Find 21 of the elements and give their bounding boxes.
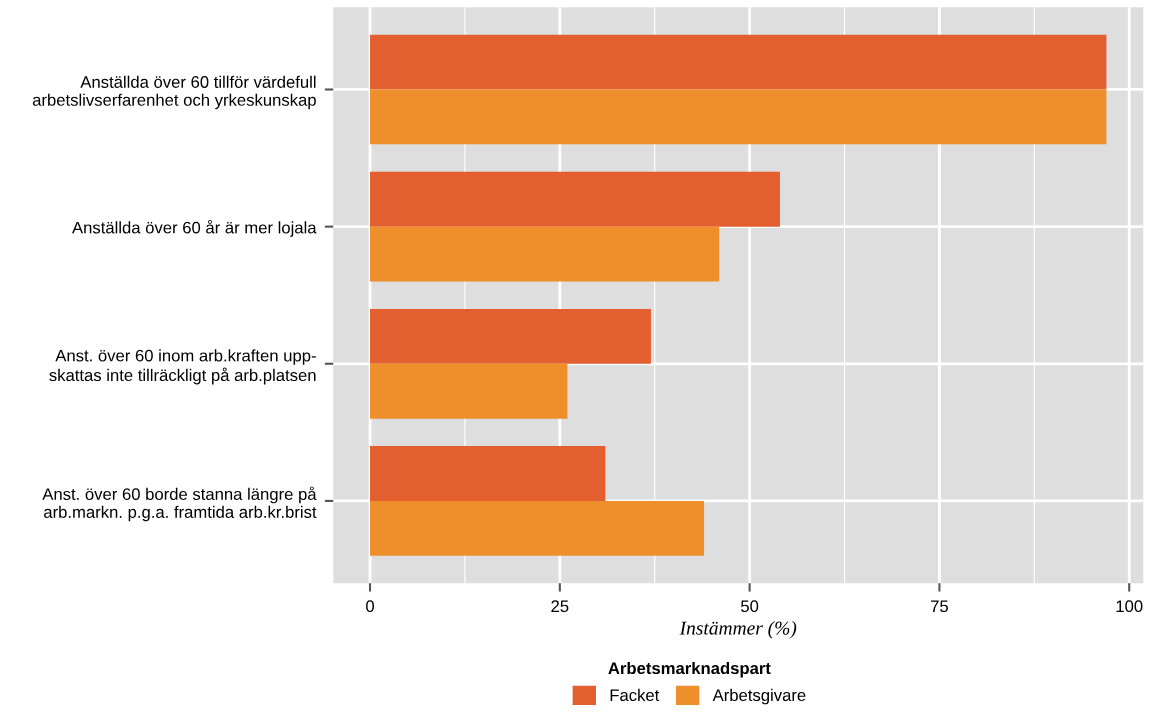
- y-tick-label: Anställda över 60 år är mer lojala: [72, 219, 317, 237]
- bar: [370, 226, 720, 282]
- x-tick-label: 50: [741, 600, 759, 613]
- x-tick-label: 100: [1116, 600, 1143, 613]
- bar: [370, 34, 1107, 90]
- legend-label: Arbetsgivare: [712, 688, 806, 705]
- y-tick-label: Anst. över 60 borde stanna längre på arb.markn. p.g.a. framtida arb.kr.brist: [42, 486, 317, 522]
- bar: [370, 446, 606, 501]
- bar: [370, 363, 568, 419]
- legend-label: Facket: [610, 688, 660, 702]
- bar: [370, 308, 651, 364]
- bar: [370, 89, 1107, 145]
- x-tick-label: 0: [366, 600, 375, 613]
- x-axis-title: Instämmer (%): [679, 620, 797, 639]
- x-tick-label: 75: [931, 600, 948, 613]
- x-tick-label: 25: [551, 600, 569, 613]
- bar: [370, 171, 780, 227]
- bar: [370, 500, 705, 556]
- legend-title: Arbetsmarknadspart: [608, 661, 771, 678]
- y-tick-label: Anst. över 60 inom arb.kraften upp- skattas inte tillräckligt på arb.platsen: [49, 349, 316, 385]
- y-tick-label: Anställda över 60 tillför värdefull arbetslivserfarenhet och yrkeskunskap: [32, 75, 316, 110]
